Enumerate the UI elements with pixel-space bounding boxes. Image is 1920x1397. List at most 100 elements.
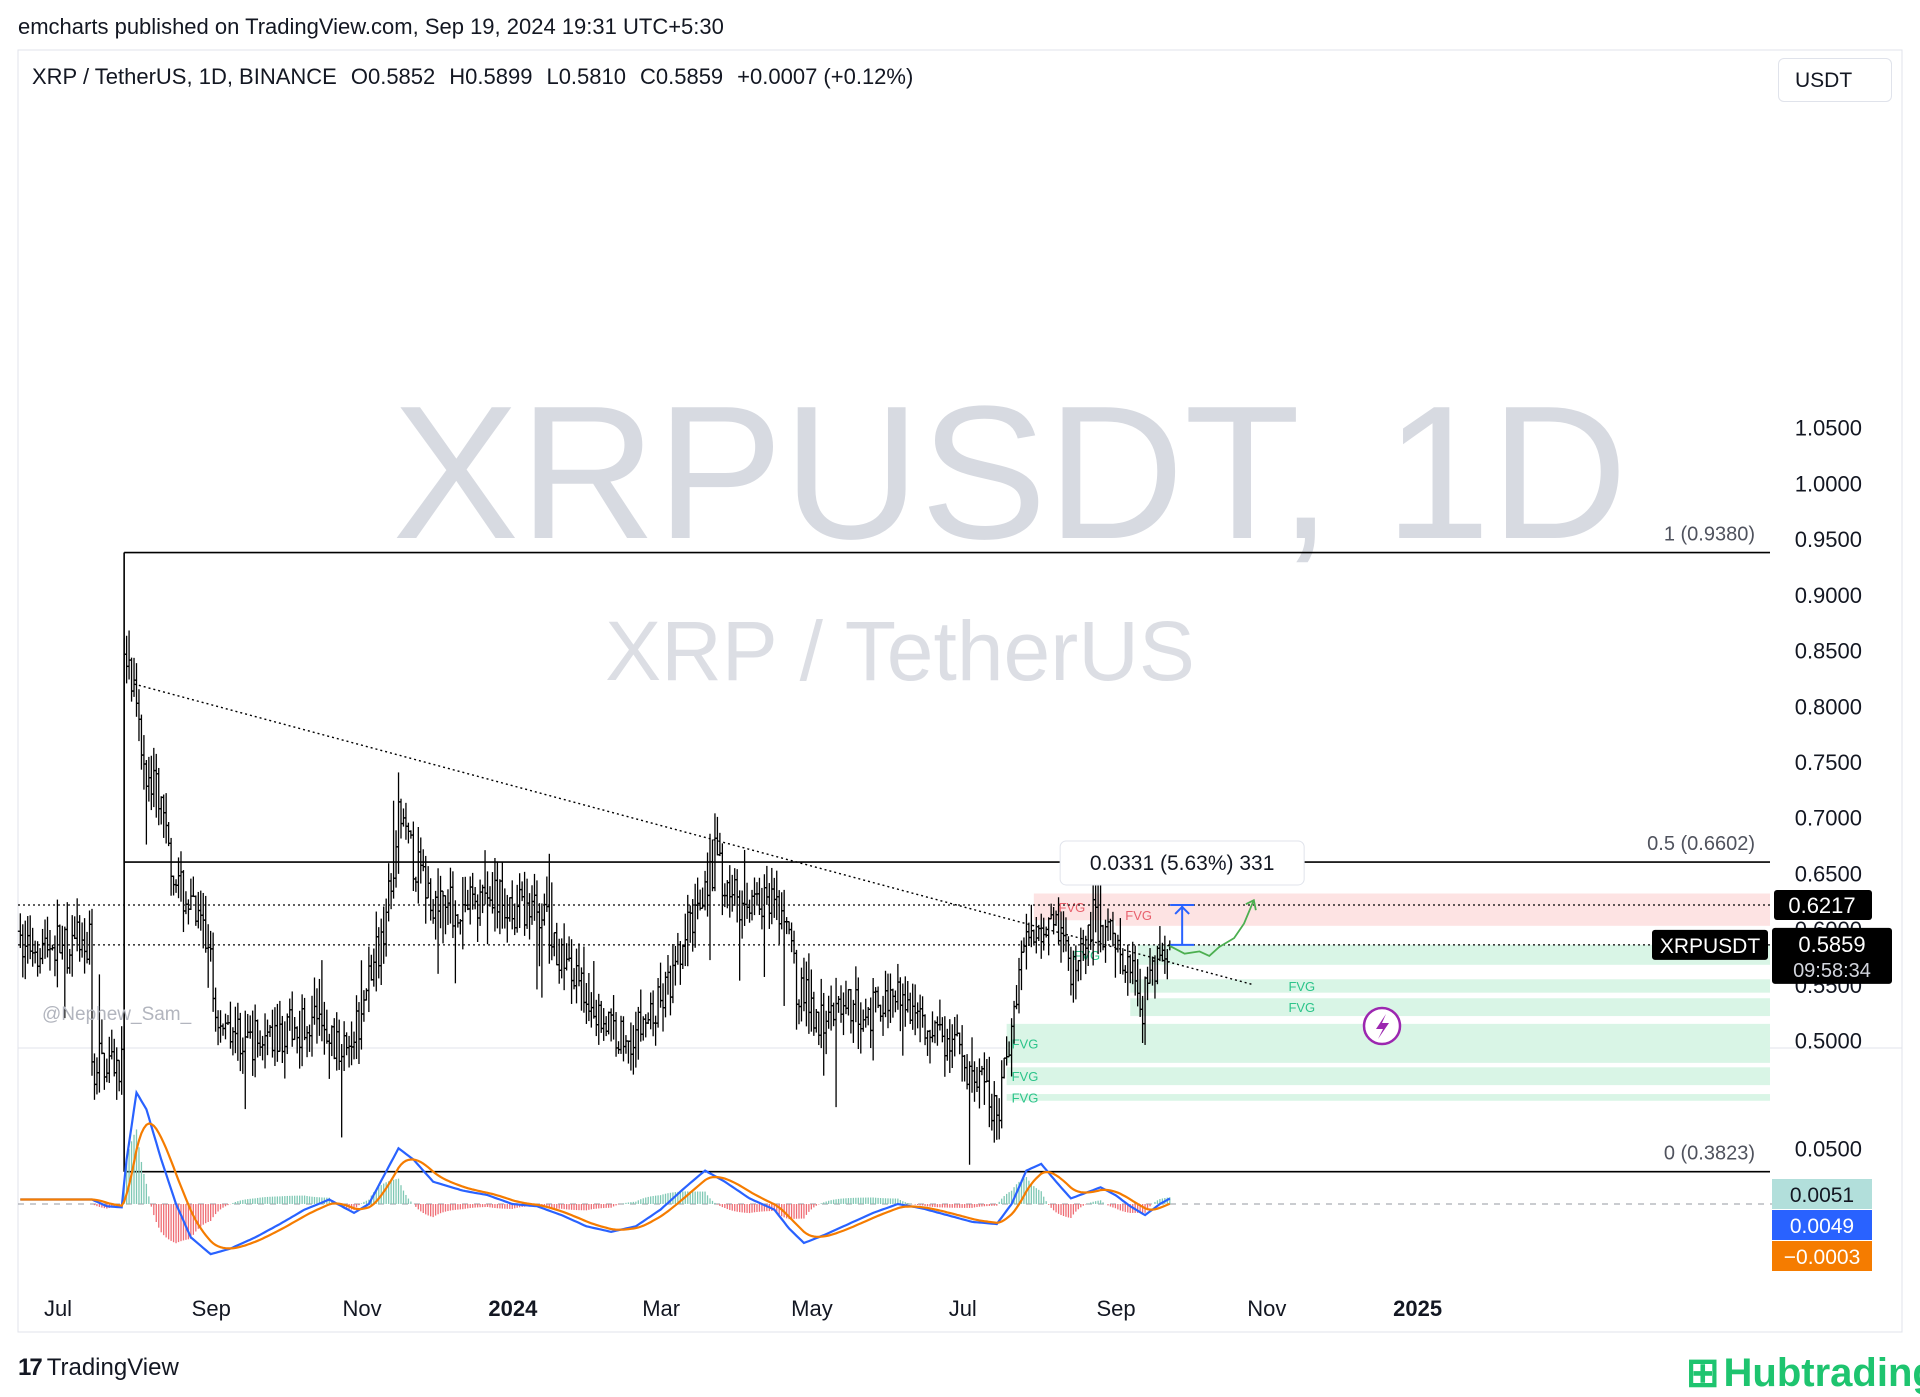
bar [138,714,144,770]
bar [603,1016,609,1037]
bar [675,932,681,965]
bar [198,890,204,931]
bar [759,887,765,930]
bar [129,657,135,702]
bar [734,869,740,923]
bar [378,918,384,986]
bar [514,884,520,933]
bar [470,872,476,910]
hubtrading-brand: ⊞ Hubtrading [1686,1350,1920,1396]
bar [633,1011,639,1068]
bar [40,928,46,965]
macd-value-signal: −0.0003 [1784,1246,1861,1269]
fvg-zone-6[interactable] [1006,1067,1770,1086]
bar [974,1067,980,1093]
time-tick-9: 2025 [1393,1296,1442,1321]
bar [695,877,701,920]
bar [840,992,846,1036]
bar [944,1028,950,1061]
bar [667,965,673,1016]
bar [539,903,545,998]
fvg-zone-7[interactable] [1006,1094,1770,1101]
bar [487,886,493,907]
bar [1075,959,1081,982]
fvg-zones: FVG FVG FVG FVG FVG FVG FVG FVG [1006,893,1770,1105]
fvg-label-4: FVG [1288,1000,1315,1015]
bar [986,1056,992,1128]
bar [806,953,812,1034]
time-axis[interactable]: Jul Sep Nov 2024 Mar May Jul Sep Nov 2025 [44,1296,1442,1321]
fvg-label-7: FVG [1012,1090,1039,1105]
bar [630,1025,636,1075]
fvg-label-3: FVG [1288,979,1315,994]
bar [512,903,518,936]
tradingview-logo-icon: 17 [18,1354,43,1381]
macd-pane[interactable]: 0.0500 0.0051 0.0049 −0.0003 [18,1089,1872,1271]
bar [410,821,416,892]
bar [334,1012,340,1071]
bar [952,1016,958,1057]
bar [747,899,753,923]
bar [650,990,656,1037]
bar [425,866,431,899]
bar [163,793,169,844]
price-tick-2: 0.9500 [1795,527,1862,552]
bar [845,988,851,1016]
bar [316,978,322,1036]
fvg-zone-1[interactable] [1115,904,1770,926]
bar [442,895,448,935]
fvg-zone-2[interactable] [1137,944,1770,965]
bar [465,889,471,911]
bar [146,756,152,802]
descending-trendline[interactable] [133,683,1255,986]
bar [583,983,589,1024]
fvg-zone-3[interactable] [1130,979,1770,993]
bar [588,992,594,1028]
bar [576,943,582,987]
bar [902,976,908,1027]
currency-button[interactable]: USDT [1778,58,1892,102]
bar [934,1016,940,1046]
bar [561,923,567,991]
bar [1033,916,1039,954]
measure-tool[interactable]: 0.0331 (5.63%) 331 [1059,840,1305,946]
bar [709,839,715,892]
bar [383,898,389,957]
bar [608,1008,614,1042]
bar [1164,948,1170,980]
bar [915,1002,921,1029]
bar [663,971,669,1018]
symbol-name[interactable]: XRP / TetherUS, 1D, BINANCE [32,64,337,89]
bar [697,889,703,911]
bar [769,867,775,925]
bar [17,913,23,949]
bar [784,917,790,935]
bar [850,999,856,1043]
bar [808,969,814,1032]
bar [920,996,926,1028]
bar [153,753,159,818]
bar [925,1030,931,1056]
price-label-level: 0.6217 [1774,889,1872,920]
bar [789,922,795,953]
bar [240,1037,246,1074]
bar [339,1044,345,1138]
bar [994,1094,1000,1140]
fvg-zone-4[interactable] [1130,998,1770,1017]
bar [403,802,409,840]
projection-path[interactable] [1169,898,1257,957]
bar [299,994,305,1067]
bar [620,1016,626,1062]
bar [717,832,723,857]
lightning-icon[interactable] [1362,1006,1402,1046]
bar [1026,922,1032,947]
signal-line [20,1122,1171,1250]
bar [485,871,491,945]
bar [593,999,599,1037]
price-tick-1: 1.0000 [1795,471,1862,496]
ohlc-high: H0.5899 [449,64,533,89]
bar [457,919,463,935]
bar [939,1017,945,1043]
bar [294,1026,300,1054]
